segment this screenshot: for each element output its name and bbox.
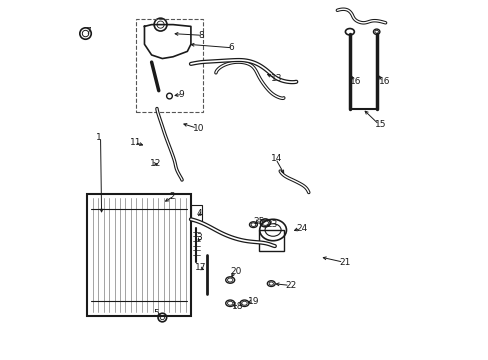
- Text: 14: 14: [271, 154, 282, 163]
- Text: 16: 16: [378, 77, 389, 86]
- Text: 18: 18: [231, 302, 243, 311]
- Text: 12: 12: [149, 159, 161, 168]
- Text: 10: 10: [192, 124, 204, 133]
- Text: 25: 25: [253, 217, 264, 226]
- Text: 8: 8: [198, 31, 203, 40]
- Text: 7: 7: [85, 27, 91, 36]
- Text: 11: 11: [130, 138, 142, 147]
- Text: 5: 5: [153, 310, 159, 319]
- Text: 13: 13: [271, 74, 282, 83]
- Text: 24: 24: [296, 224, 307, 233]
- Text: 19: 19: [247, 297, 259, 306]
- Text: 21: 21: [339, 258, 350, 267]
- Text: 15: 15: [374, 120, 386, 129]
- Bar: [87, 194, 190, 316]
- Text: 17: 17: [194, 263, 205, 272]
- Text: 9: 9: [178, 90, 184, 99]
- Text: 16: 16: [349, 77, 361, 86]
- Text: 20: 20: [230, 267, 241, 276]
- Text: 23: 23: [266, 220, 278, 229]
- Text: 6: 6: [228, 43, 234, 52]
- Text: 4: 4: [196, 210, 202, 219]
- Text: 1: 1: [96, 132, 102, 141]
- Text: 22: 22: [285, 281, 296, 290]
- Bar: [258, 230, 283, 251]
- Bar: [190, 205, 201, 221]
- Text: 2: 2: [169, 192, 175, 201]
- Text: 3: 3: [196, 233, 202, 242]
